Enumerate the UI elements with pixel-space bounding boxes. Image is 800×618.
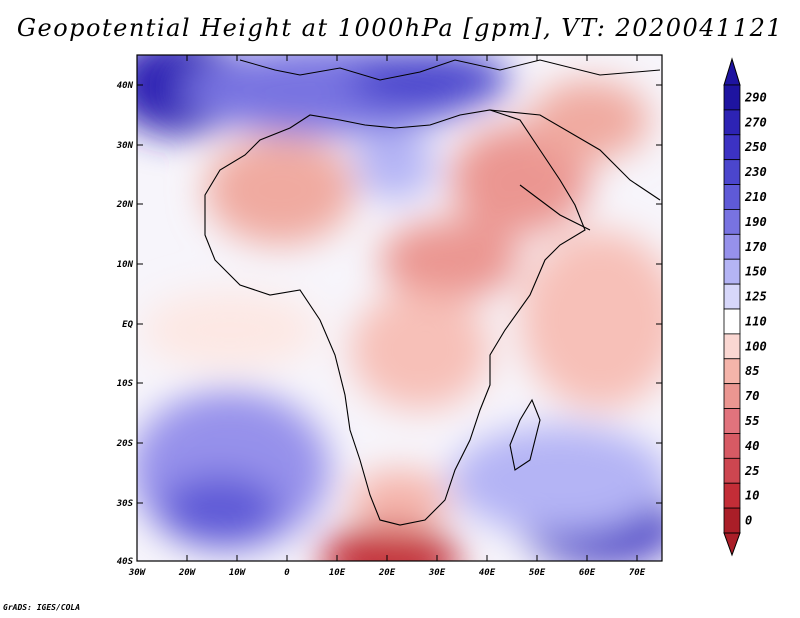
colorbar-label: 150 xyxy=(745,265,767,279)
colorbar-label: 100 xyxy=(745,339,767,353)
colorbar-label: 125 xyxy=(745,290,767,304)
credit-label: GrADS: IGES/COLA xyxy=(3,603,81,612)
colorbar-label: 250 xyxy=(744,140,767,154)
lat-label: 20N xyxy=(116,200,134,210)
colorbar-swatch xyxy=(723,383,741,409)
lon-label: 70E xyxy=(629,568,646,578)
colorbar-label: 40 xyxy=(745,439,759,453)
lon-label: 20E xyxy=(378,568,396,578)
lat-label: 10N xyxy=(117,260,134,270)
colorbar-swatch xyxy=(723,457,741,484)
colorbar-label: 70 xyxy=(745,389,759,403)
lat-label: 30N xyxy=(116,141,134,151)
colorbar-swatch xyxy=(723,308,741,335)
geopotential-field xyxy=(137,55,662,561)
colorbar-label: 170 xyxy=(745,240,767,254)
lat-label: 40N xyxy=(117,81,134,91)
colorbar-swatch xyxy=(723,283,741,310)
europe-coastline xyxy=(239,59,661,81)
lon-label: 0 xyxy=(284,568,290,578)
colorbar-swatch xyxy=(723,482,741,509)
lon-label: 10E xyxy=(329,568,346,578)
arabia-coastline xyxy=(489,109,661,231)
colorbar-swatch xyxy=(723,184,741,210)
colorbar-label: 190 xyxy=(745,215,767,229)
colorbar-swatch xyxy=(723,134,741,161)
colorbar-swatch xyxy=(723,408,741,434)
colorbar-swatch xyxy=(723,433,741,459)
colorbar-label: 210 xyxy=(744,190,767,204)
colorbar-label: 230 xyxy=(744,165,767,179)
lat-label: 10S xyxy=(117,379,134,389)
lon-label: 40E xyxy=(479,568,496,578)
madagascar-coastline xyxy=(509,398,541,471)
lat-label: EQ xyxy=(122,320,133,330)
lon-label: 50E xyxy=(529,568,546,578)
colorbar-swatch xyxy=(723,507,741,534)
colorbar-swatch xyxy=(723,358,741,385)
lat-label: 40S xyxy=(117,557,134,567)
colorbar-label: 85 xyxy=(745,364,759,378)
lon-label: 30W xyxy=(128,568,147,578)
colorbar-label: 0 xyxy=(745,514,752,528)
colorbar-label: 25 xyxy=(744,464,759,478)
lon-label: 30E xyxy=(428,568,446,578)
colorbar-swatch xyxy=(723,233,741,260)
colorbar-label: 270 xyxy=(744,115,767,129)
colorbar-swatch xyxy=(723,159,741,185)
colorbar-swatch xyxy=(723,209,741,235)
colorbar-top-arrow xyxy=(723,57,741,86)
colorbar-swatch xyxy=(723,258,741,285)
colorbar-label: 10 xyxy=(745,489,759,503)
lat-label: 30S xyxy=(116,499,134,509)
africa-coastline xyxy=(204,109,586,526)
lon-label: 20W xyxy=(178,568,197,578)
map-title: Geopotential Height at 1000hPa [gpm], VT… xyxy=(16,14,784,42)
lat-label: 20S xyxy=(116,439,134,449)
colorbar-label: 290 xyxy=(744,90,767,104)
colorbar-label: 55 xyxy=(745,414,759,428)
lon-label: 60E xyxy=(579,568,596,578)
lon-label: 10W xyxy=(229,568,247,578)
colorbar-swatch xyxy=(723,109,741,136)
colorbar-bottom-arrow xyxy=(723,532,741,557)
colorbar-swatch xyxy=(723,333,741,360)
colorbar-label: 110 xyxy=(745,314,767,328)
colorbar-swatch xyxy=(723,84,741,111)
